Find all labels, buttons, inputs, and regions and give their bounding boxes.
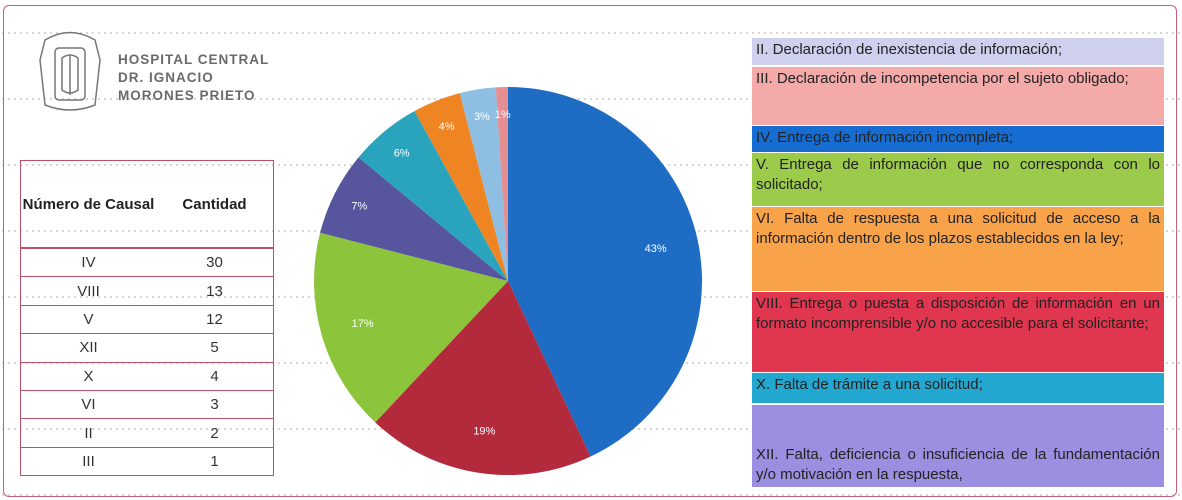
table-row: III 1 [21,446,273,475]
pie-slice [375,281,591,475]
column-header: Número de Causal [22,195,155,213]
table-row: IV 30 [21,248,273,276]
legend-item: XII. Falta, deficiencia o insuficiencia … [752,405,1164,487]
legend-item: VI. Falta de respuesta a una solicitud d… [752,207,1164,291]
cell: 5 [210,339,219,357]
slice-label: 3% [474,111,490,123]
table-row: VIII 13 [21,276,273,304]
slice-label: 17% [352,318,374,330]
pie-slice [314,232,508,423]
table-row: V 12 [21,304,273,333]
hospital-name: DR. IGNACIO [118,70,214,85]
table-row: VI 3 [21,389,273,418]
slice-label: 19% [473,425,495,437]
logo [39,31,101,111]
frame [3,5,1177,497]
pie-slice [508,87,702,457]
pie-slice [414,93,508,281]
table-header: Número de Causal Cantidad [21,161,273,248]
hospital-name: HOSPITAL CENTRAL [118,52,270,67]
table-row: XII 5 [21,333,273,361]
cell: 13 [206,282,223,300]
cell: 30 [206,254,223,272]
cell: VIII [77,282,100,300]
legend-item: VIII. Entrega o puesta a disposición de … [752,292,1164,372]
legend-item: III. Declaración de incompetencia por el… [752,67,1164,125]
column-header: Cantidad [182,195,247,213]
cell: 3 [210,396,219,414]
pie-slice [495,87,508,281]
cell: V [83,310,94,328]
cell: 4 [210,367,219,385]
legend-item: IV. Entrega de información incompleta; [752,126,1164,152]
slice-label: 4% [439,121,455,133]
cell: 2 [210,424,219,442]
table: Número de Causal Cantidad IV 30 VIII 13 V 12 X… [20,160,274,477]
cell: XII [79,339,98,357]
cell: IV [81,254,96,272]
pie-slice [320,157,508,281]
cell: 12 [206,310,223,328]
pie-slice [358,110,508,281]
legend-item: V. Entrega de información que no corresp… [752,153,1164,206]
slice-label: 43% [645,243,667,255]
table-row: II 2 [21,418,273,446]
legend-item: II. Declaración de inexistencia de infor… [752,38,1164,65]
cell: VI [81,396,96,414]
hospital-name: MORONES PRIETO [118,88,256,103]
cell: 1 [210,452,219,470]
pie-slice [459,87,508,281]
cell: X [83,367,94,385]
slice-label: 1% [495,109,511,121]
legend-item: X. Falta de trámite a una solicitud; [752,373,1164,403]
cell: II [84,424,93,442]
cell: III [82,452,95,470]
slice-label: 7% [351,200,367,212]
slice-label: 6% [394,147,410,159]
